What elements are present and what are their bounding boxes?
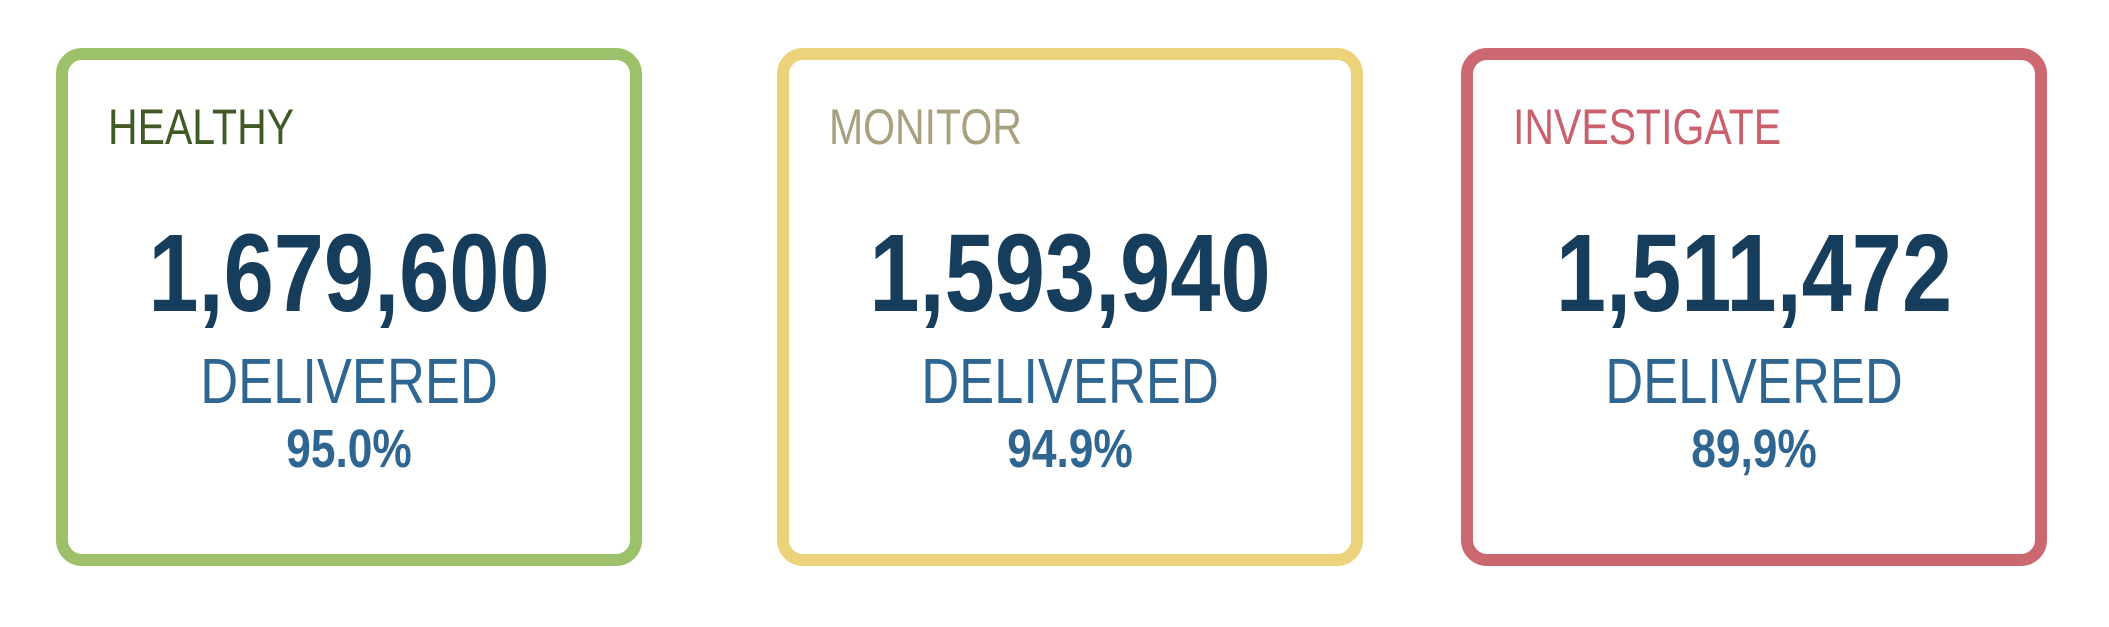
delivered-count: 1,511,472 xyxy=(1555,212,1953,335)
status-card: INVESTIGATE 1,511,472 DELIVERED 89,9% xyxy=(1461,48,2047,566)
status-title: MONITOR xyxy=(829,99,1022,155)
status-card: HEALTHY 1,679,600 DELIVERED 95.0% xyxy=(56,48,642,566)
status-card: MONITOR 1,593,940 DELIVERED 94.9% xyxy=(777,48,1363,566)
delivered-label: DELIVERED xyxy=(1605,345,1903,417)
delivered-label: DELIVERED xyxy=(921,345,1219,417)
delivered-rate: 94.9% xyxy=(1007,419,1133,479)
delivered-count: 1,679,600 xyxy=(148,212,550,335)
delivered-count: 1,593,940 xyxy=(869,212,1271,335)
delivered-label: DELIVERED xyxy=(200,345,498,417)
delivered-rate: 95.0% xyxy=(286,419,412,479)
status-title: HEALTHY xyxy=(108,99,295,155)
delivered-rate: 89,9% xyxy=(1691,419,1817,479)
status-title: INVESTIGATE xyxy=(1513,99,1782,155)
